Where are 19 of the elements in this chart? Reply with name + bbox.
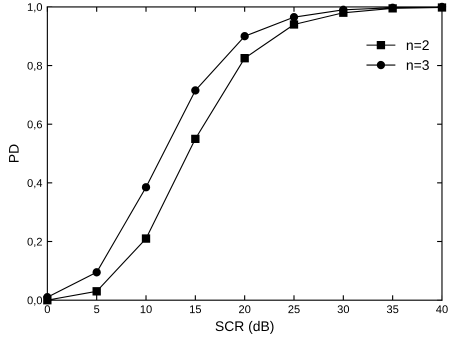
x-tick-label: 5 bbox=[94, 305, 100, 314]
y-tick-label: 0,0 bbox=[27, 296, 42, 306]
y-axis-title: PD bbox=[9, 144, 19, 162]
x-tick-label: 0 bbox=[44, 305, 50, 314]
legend-label: n=2 bbox=[406, 40, 429, 50]
x-tick-label: 35 bbox=[386, 305, 398, 314]
x-axis-title: SCR (dB) bbox=[216, 320, 274, 334]
x-tick-label: 40 bbox=[436, 305, 448, 314]
x-tick-label: 25 bbox=[288, 305, 300, 314]
y-tick-label: 0,2 bbox=[27, 238, 42, 247]
y-tick-label: 1,0 bbox=[28, 3, 42, 12]
y-tick-label: 0,8 bbox=[27, 62, 42, 71]
legend-label: n=3 bbox=[406, 60, 429, 70]
y-tick-label: 0,6 bbox=[27, 120, 42, 130]
y-tick-label: 0,4 bbox=[27, 179, 42, 188]
x-tick-label: 10 bbox=[140, 305, 152, 314]
x-tick-label: 20 bbox=[239, 305, 250, 314]
x-tick-label: 15 bbox=[190, 305, 202, 314]
x-tick-label: 30 bbox=[338, 305, 350, 314]
